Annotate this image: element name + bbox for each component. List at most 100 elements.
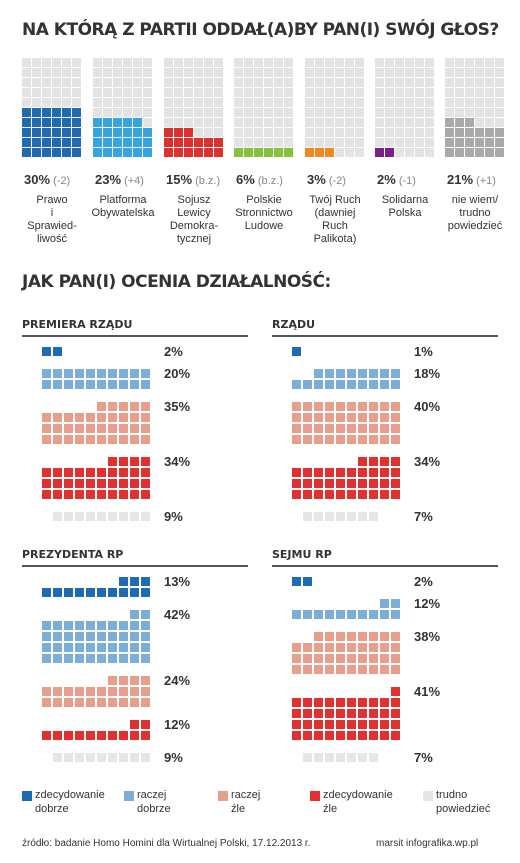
party-cell-empty	[254, 88, 263, 97]
party-cell-empty	[52, 78, 61, 87]
party-cell-filled	[123, 128, 132, 137]
rating-cell	[64, 468, 73, 477]
rating-cell	[358, 654, 367, 663]
party-cell-empty	[415, 68, 424, 77]
party-cell-empty	[445, 88, 454, 97]
party-cell-empty	[395, 68, 404, 77]
party-cell-empty	[93, 58, 102, 67]
party-cell-empty	[345, 68, 354, 77]
party-cell-empty	[72, 68, 81, 77]
party-cell-empty	[355, 58, 364, 67]
party-cell-empty	[194, 128, 203, 137]
rating-cell	[391, 720, 400, 729]
party-cell-empty	[174, 68, 183, 77]
party-cell-empty	[204, 68, 213, 77]
rating-cell	[303, 380, 312, 389]
rating-cell	[108, 402, 117, 411]
rating-cell	[347, 632, 356, 641]
party-cell-filled	[184, 138, 193, 147]
party-cell-empty	[214, 58, 223, 67]
rating-cell	[75, 369, 84, 378]
rating-cell	[325, 632, 334, 641]
party-cell-filled	[274, 148, 283, 157]
party-cell-empty	[405, 98, 414, 107]
rating-cell	[141, 621, 150, 630]
rating-cell	[391, 490, 400, 499]
party-pct-value: 23%	[95, 172, 122, 187]
party-cell-filled	[103, 138, 112, 147]
legend-swatch	[124, 791, 134, 801]
rating-cell	[97, 654, 106, 663]
party-cell-empty	[244, 108, 253, 117]
party-cell-empty	[184, 58, 193, 67]
rating-pct: 7%	[414, 750, 433, 765]
party-cell-empty	[143, 68, 152, 77]
rating-cell	[97, 468, 106, 477]
party-cell-empty	[174, 78, 183, 87]
party-cell-empty	[42, 78, 51, 87]
party-cell-empty	[133, 88, 142, 97]
rating-cell	[380, 490, 389, 499]
rating-cell	[53, 413, 62, 422]
rating-cell	[97, 512, 106, 521]
rating-pct: 40%	[414, 399, 441, 414]
party-cell-empty	[204, 98, 213, 107]
party-cell-filled	[22, 148, 31, 157]
rating-cell	[130, 676, 139, 685]
party-cell-empty	[254, 98, 263, 107]
party-cell-empty	[184, 88, 193, 97]
legend-label: zdecydowanie dobrze	[35, 789, 105, 815]
rating-cell	[75, 687, 84, 696]
party-cell-filled	[62, 138, 71, 147]
rating-cell	[314, 709, 323, 718]
rating-cell	[42, 380, 51, 389]
rating-cell	[325, 402, 334, 411]
party-cell-empty	[52, 68, 61, 77]
party-cell-empty	[475, 98, 484, 107]
rating-cell	[141, 687, 150, 696]
rating-cell	[141, 490, 150, 499]
rating-cell	[119, 369, 128, 378]
party-cell-empty	[475, 88, 484, 97]
party-cell-filled	[22, 108, 31, 117]
party-cell-filled	[184, 128, 193, 137]
rating-cell	[86, 512, 95, 521]
party-cell-empty	[42, 68, 51, 77]
rating-cell	[141, 468, 150, 477]
party-cell-empty	[264, 58, 273, 67]
rating-cell	[347, 490, 356, 499]
party-pct: 2% (-1)	[377, 172, 416, 187]
party-cell-empty	[62, 78, 71, 87]
party-cell-empty	[455, 88, 464, 97]
party-cell-empty	[113, 68, 122, 77]
rating-cell	[86, 468, 95, 477]
rating-cell	[108, 468, 117, 477]
party-cell-filled	[143, 148, 152, 157]
party-cell-filled	[113, 128, 122, 137]
party-cell-empty	[264, 128, 273, 137]
rating-cell	[42, 369, 51, 378]
rating-cell	[75, 753, 84, 762]
rating-cell	[358, 731, 367, 740]
rating-cell	[119, 468, 128, 477]
party-cell-empty	[72, 98, 81, 107]
party-cell-empty	[305, 78, 314, 87]
party-cell-empty	[425, 108, 434, 117]
rating-cell	[358, 369, 367, 378]
rating-cell	[108, 621, 117, 630]
party-cell-filled	[455, 148, 464, 157]
party-cell-empty	[315, 78, 324, 87]
rating-cell	[130, 457, 139, 466]
party-cell-empty	[244, 118, 253, 127]
party-cell-empty	[184, 78, 193, 87]
party-cell-empty	[455, 108, 464, 117]
party-cell-filled	[174, 138, 183, 147]
rating-cell	[325, 369, 334, 378]
party-cell-empty	[355, 118, 364, 127]
party-cell-empty	[274, 68, 283, 77]
rating-cell	[391, 709, 400, 718]
party-cell-filled	[465, 138, 474, 147]
party-cell-empty	[495, 118, 504, 127]
rating-cell	[130, 435, 139, 444]
rating-cell	[325, 720, 334, 729]
